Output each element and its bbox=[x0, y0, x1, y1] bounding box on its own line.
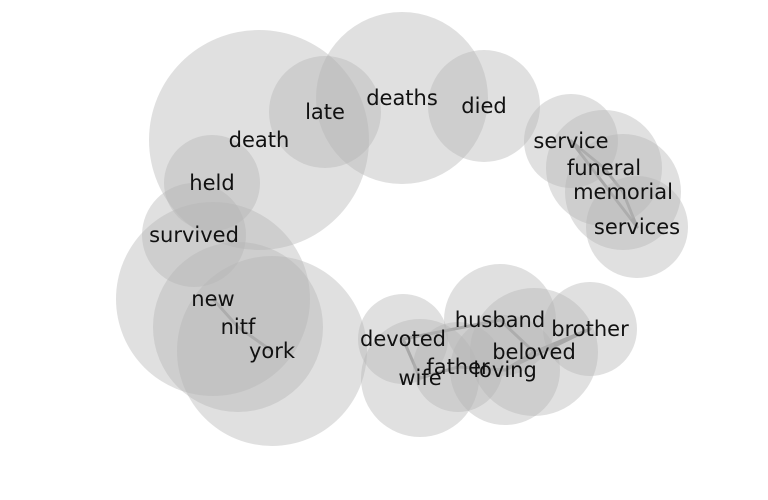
edge-father-loving bbox=[456, 365, 507, 372]
bubble-nitf bbox=[153, 242, 323, 412]
labels-layer: death deaths late died held survived service fu… bbox=[149, 86, 680, 390]
label-funeral: funeral bbox=[567, 156, 641, 180]
bubble-beloved bbox=[470, 288, 598, 416]
bubble-death bbox=[149, 30, 369, 250]
edge-devoted-wife bbox=[401, 337, 422, 380]
label-brother: brother bbox=[551, 317, 629, 341]
edge-memorial-services bbox=[621, 190, 639, 229]
label-father: father bbox=[426, 355, 490, 379]
label-deaths: deaths bbox=[366, 86, 438, 110]
edges-layer bbox=[211, 139, 639, 380]
bubble-died bbox=[428, 50, 540, 162]
bubble-survived bbox=[142, 183, 246, 287]
label-died: died bbox=[461, 94, 506, 118]
bubble-father bbox=[413, 322, 503, 412]
label-memorial: memorial bbox=[573, 180, 673, 204]
bubble-held bbox=[164, 135, 260, 231]
bubble-late bbox=[269, 56, 381, 168]
label-death: death bbox=[229, 128, 290, 152]
label-loving: loving bbox=[473, 358, 537, 382]
bubble-york bbox=[177, 256, 367, 446]
edge-nitf-york bbox=[236, 325, 274, 353]
label-wife: wife bbox=[398, 366, 441, 390]
label-devoted: devoted bbox=[360, 327, 446, 351]
bubble-deaths bbox=[316, 12, 488, 184]
bubble-new bbox=[116, 202, 310, 396]
bubble-wife bbox=[361, 319, 479, 437]
label-york: york bbox=[249, 339, 296, 363]
bubble-devoted bbox=[358, 294, 448, 384]
label-new: new bbox=[191, 287, 234, 311]
label-nitf: nitf bbox=[221, 315, 256, 339]
bubble-loving bbox=[450, 315, 560, 425]
edge-service-funeral bbox=[569, 139, 606, 170]
edge-service-services bbox=[569, 139, 639, 229]
bubble-brother bbox=[543, 282, 637, 376]
label-services: services bbox=[594, 215, 680, 239]
edge-new-nitf bbox=[211, 297, 240, 329]
bubble-funeral bbox=[546, 110, 662, 226]
label-survived: survived bbox=[149, 223, 239, 247]
edge-funeral-memorial bbox=[602, 166, 625, 194]
bubbles-layer bbox=[116, 12, 688, 446]
edge-devoted-husband bbox=[401, 318, 502, 341]
label-husband: husband bbox=[455, 308, 545, 332]
label-late: late bbox=[305, 100, 345, 124]
label-service: service bbox=[533, 129, 608, 153]
edge-loving-brother bbox=[503, 327, 592, 372]
label-held: held bbox=[189, 171, 234, 195]
bubble-service bbox=[524, 94, 618, 188]
edge-wife-father bbox=[418, 365, 460, 380]
edge-husband-beloved bbox=[498, 318, 536, 354]
bubble-services bbox=[586, 176, 688, 278]
bubble-memorial bbox=[565, 134, 681, 250]
label-beloved: beloved bbox=[492, 340, 576, 364]
bubble-husband bbox=[444, 264, 556, 376]
